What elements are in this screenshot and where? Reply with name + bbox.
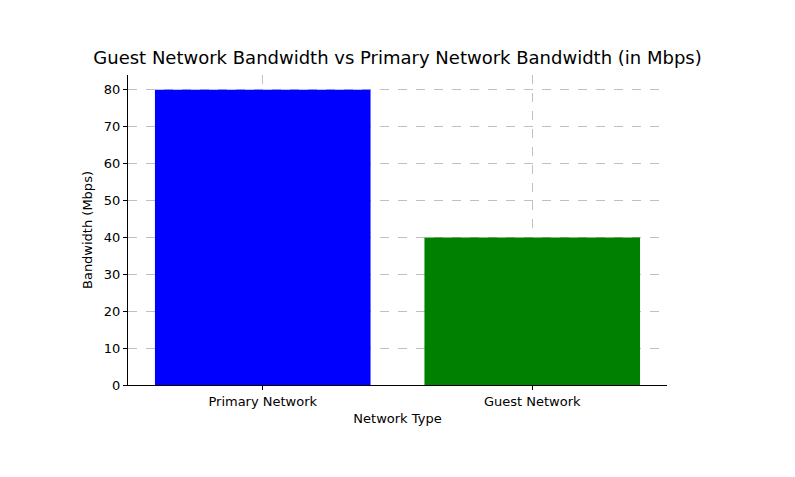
svg-text:70: 70 (104, 119, 121, 134)
svg-text:Bandwidth (Mbps): Bandwidth (Mbps) (80, 171, 95, 289)
svg-text:Guest Network: Guest Network (484, 394, 581, 409)
svg-text:60: 60 (104, 156, 121, 171)
svg-text:Primary Network: Primary Network (208, 394, 317, 409)
svg-text:80: 80 (104, 82, 121, 97)
svg-text:0: 0 (112, 378, 120, 393)
svg-text:50: 50 (104, 193, 121, 208)
svg-text:30: 30 (104, 267, 121, 282)
svg-text:10: 10 (104, 341, 121, 356)
svg-text:40: 40 (104, 230, 121, 245)
svg-text:Guest Network Bandwidth vs Pri: Guest Network Bandwidth vs Primary Netwo… (93, 47, 701, 68)
svg-text:20: 20 (104, 304, 121, 319)
svg-text:Network Type: Network Type (353, 411, 441, 426)
